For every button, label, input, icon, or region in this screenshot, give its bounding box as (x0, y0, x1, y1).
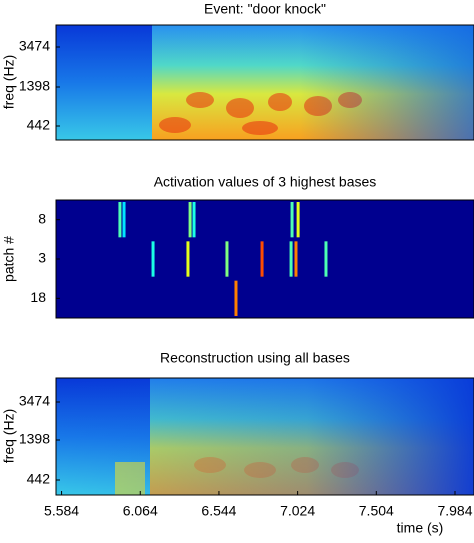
activation-panel (55, 199, 474, 319)
activation-spike (118, 202, 122, 238)
x-tick-label: 5.584 (44, 503, 79, 519)
activation-spike (289, 241, 293, 277)
y-axis-label: freq (Hz) (1, 55, 17, 109)
activation-spike (324, 241, 328, 277)
y-tick-label: 18 (30, 289, 46, 305)
activation-spike (192, 202, 196, 238)
x-tick-label: 6.064 (123, 503, 158, 519)
activation-spike (188, 202, 192, 238)
y-tick-label: 3474 (19, 38, 50, 54)
x-tick-label: 6.544 (201, 503, 236, 519)
panel-title: Event: "door knock" (204, 1, 326, 17)
y-tick-label: 3 (38, 250, 46, 266)
activation-spike (225, 241, 229, 277)
panel-title: Activation values of 3 highest bases (154, 174, 377, 190)
activation-spike (234, 280, 238, 316)
y-tick-label: 1398 (19, 78, 50, 94)
activation-spike (294, 241, 298, 277)
y-axis-label: freq (Hz) (1, 409, 17, 463)
activation-spike (260, 241, 264, 277)
activation-spike (151, 241, 155, 277)
activation-spike (296, 202, 300, 238)
panel-title: Reconstruction using all bases (160, 350, 350, 366)
y-tick-label: 8 (38, 210, 46, 226)
y-tick-label: 442 (27, 117, 51, 133)
x-tick-label: 7.504 (359, 503, 394, 519)
y-tick-label: 3474 (19, 393, 50, 409)
y-tick-label: 442 (27, 471, 51, 487)
x-tick-label: 7.024 (280, 503, 315, 519)
spectrogram-top (55, 24, 474, 141)
y-tick-label: 1398 (19, 431, 50, 447)
activation-spike (186, 241, 190, 277)
y-axis-label: patch # (1, 236, 17, 282)
spectrogram-bottom (55, 377, 474, 496)
activation-spike (290, 202, 294, 238)
x-tick-label: 7.984 (437, 503, 472, 519)
x-axis-label: time (s) (397, 520, 444, 536)
activation-spike (122, 202, 126, 238)
